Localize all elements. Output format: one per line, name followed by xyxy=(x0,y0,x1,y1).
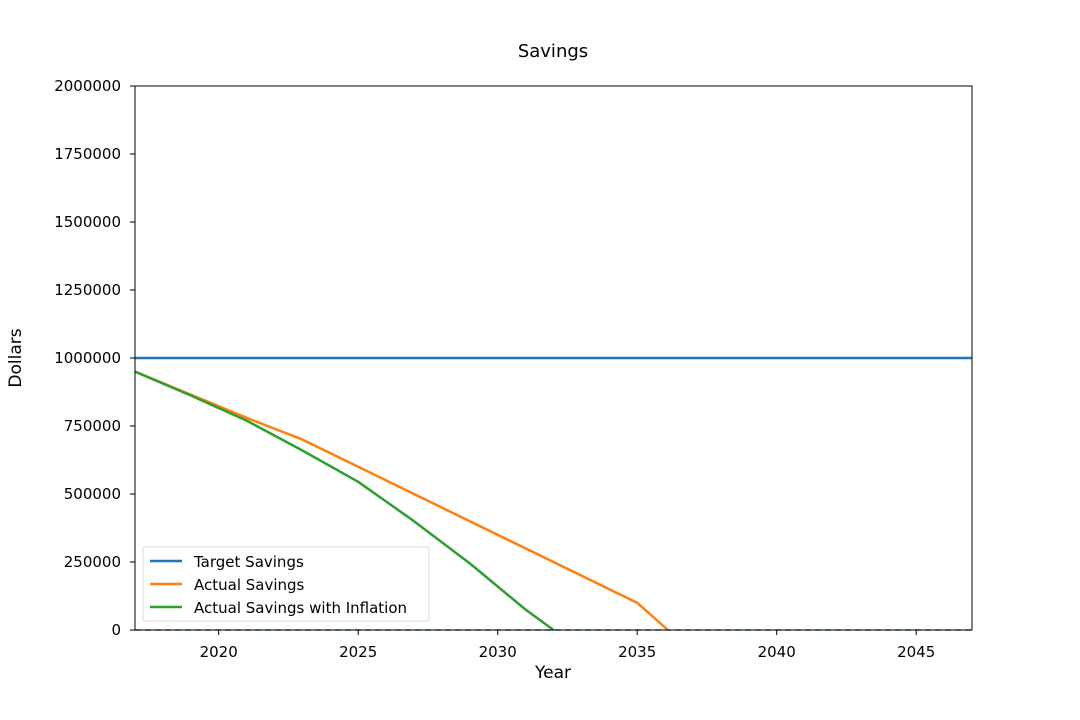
y-tick-label: 750000 xyxy=(64,417,121,435)
legend-label-actual-savings-with-inflation: Actual Savings with Inflation xyxy=(194,599,407,617)
x-tick-label: 2025 xyxy=(339,643,377,661)
y-tick-label: 1000000 xyxy=(54,349,121,367)
x-axis-ticks: 2020 2025 2030 2035 2040 2045 xyxy=(200,630,935,661)
legend-box xyxy=(142,546,430,622)
y-axis-label: Dollars xyxy=(6,328,26,387)
series-layer xyxy=(134,356,972,632)
y-tick-label: 1500000 xyxy=(54,213,121,231)
legend-label-target-savings: Target Savings xyxy=(193,553,304,571)
x-axis-label: Year xyxy=(534,663,571,683)
chart-title: Savings xyxy=(518,41,588,62)
y-tick-label: 500000 xyxy=(64,485,121,503)
x-tick-label: 2020 xyxy=(200,643,238,661)
y-tick-label: 1750000 xyxy=(54,145,121,163)
x-tick-label: 2035 xyxy=(618,643,656,661)
x-tick-label: 2030 xyxy=(479,643,517,661)
y-axis-ticks: 0 250000 500000 750000 1000000 1250000 1500000… xyxy=(54,77,135,639)
series-line-actual-savings-with-inflation xyxy=(134,370,555,632)
legend: Target Savings Actual Savings Actual Sav… xyxy=(142,546,430,622)
y-tick-label: 0 xyxy=(111,621,121,639)
series-line-actual-savings xyxy=(134,370,669,631)
y-tick-label: 250000 xyxy=(64,553,121,571)
y-tick-label: 2000000 xyxy=(54,77,121,95)
x-tick-label: 2040 xyxy=(758,643,796,661)
legend-label-actual-savings: Actual Savings xyxy=(194,576,305,594)
x-tick-label: 2045 xyxy=(897,643,935,661)
y-tick-label: 1250000 xyxy=(54,281,121,299)
